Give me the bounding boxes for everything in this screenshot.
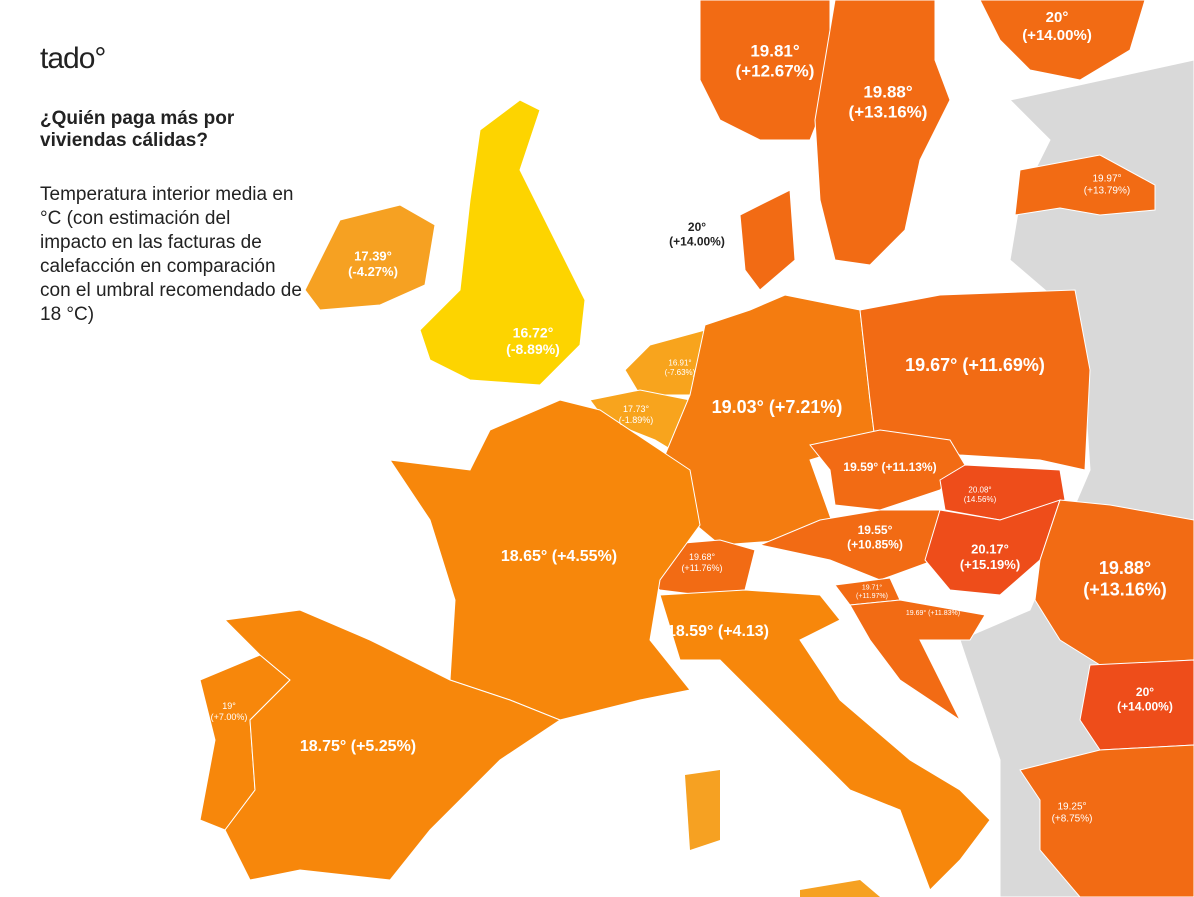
region-label: 19.71° [862,584,883,592]
region-label: (-4.27%) [348,264,398,279]
country [859,289,1091,471]
region-label: 17.39° [354,249,392,264]
region-label: 20° [1136,685,1154,699]
region-label: 18.59° (+4.13) [667,623,769,640]
country [924,499,1061,596]
region-label: 16.72° [513,324,554,340]
region-label: (+13.16%) [849,103,928,122]
region-label: 19.03° (+7.21%) [712,397,843,417]
country [758,509,946,581]
island [685,770,720,850]
region-label: 20° [1046,9,1069,26]
region-label: (+7.00%) [211,712,248,722]
region-label: 19.97° [1092,174,1121,185]
region-label: 20.17° [971,542,1009,557]
region-label: (+8.75%) [1052,814,1093,825]
country [1014,154,1156,216]
region-label: (-1.89%) [619,415,654,425]
region-label: 19.81° [750,41,800,60]
region-label: 19.25° [1057,802,1086,813]
country [849,599,986,722]
region-label: (+15.19%) [960,557,1020,572]
region-label: 18.65° (+4.55%) [501,548,617,565]
region-label: 18.75° (+5.25%) [300,738,416,755]
region-label: 19.68° [689,552,716,562]
region-label: (-7.63%) [665,368,696,377]
country [979,0,1146,81]
region-label: (+10.85%) [847,537,903,551]
description: Temperatura interior media en °C (con es… [40,184,302,325]
country [1019,744,1194,897]
region-label: 19.69° (+11.83%) [906,609,960,617]
region-label: (+14.00%) [669,234,725,248]
region-label: (+14.00%) [1022,27,1092,44]
country [739,189,796,291]
region-label: (+12.67%) [736,62,815,81]
region-label: 17.73° [623,404,650,414]
region-label: (+13.16%) [1083,580,1167,600]
region-label: 20.08° [968,485,991,494]
region-label: (+13.79%) [1084,186,1130,197]
country [419,99,586,386]
region-label: 20° [688,220,706,234]
region-label: (-8.89%) [506,341,560,357]
region-label: (+11.76%) [681,563,722,573]
country [699,0,831,141]
country [659,589,991,891]
title: ¿Quién paga más por viviendas cálidas? [40,108,235,151]
logo: tado° [40,42,106,75]
country [223,609,562,881]
region-label: 19.88° [1099,558,1151,578]
country [304,204,436,311]
country [388,399,701,721]
region-label: (14.56%) [964,495,997,504]
region-label: 19.67° (+11.69%) [905,355,1045,375]
region-label: 19.88° [863,82,913,101]
country [809,429,966,511]
country [814,0,951,266]
region-label: 19.59° (+11.13%) [843,460,936,474]
island [800,880,880,897]
region-label: 16.91° [668,358,691,367]
region-label: 19° [222,701,236,711]
region-label: 19.55° [858,523,893,537]
region-label: (+11.97%) [856,593,888,600]
region-label: (+14.00%) [1117,699,1173,713]
